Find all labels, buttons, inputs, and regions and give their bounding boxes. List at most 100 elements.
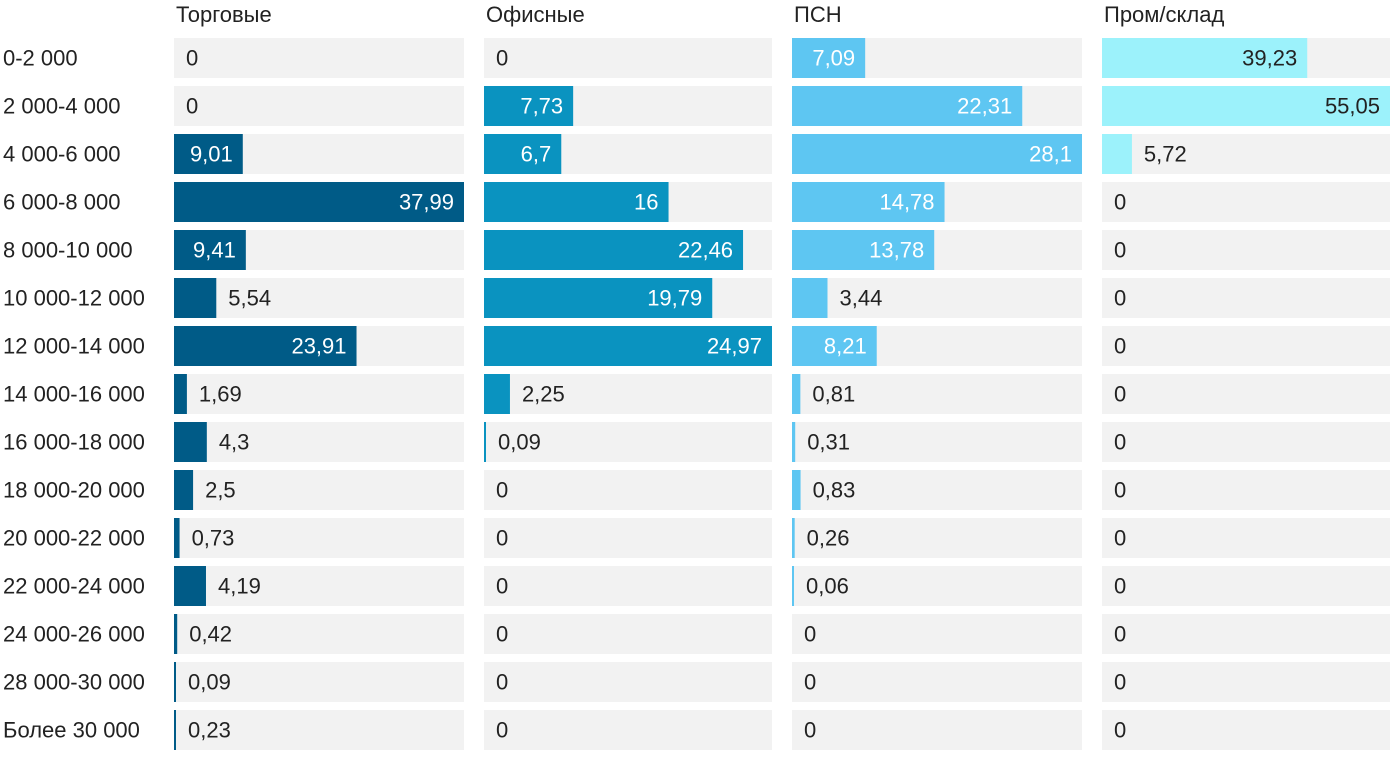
data-label: 0 — [1114, 190, 1126, 215]
panel-title: Офисные — [486, 2, 585, 27]
bar-track — [484, 566, 772, 606]
data-label: 0 — [496, 46, 508, 71]
data-label: 8,21 — [824, 334, 867, 359]
bar-track — [1102, 710, 1390, 750]
bar — [792, 86, 1023, 126]
data-label: 39,23 — [1242, 46, 1297, 71]
bar — [484, 230, 744, 270]
bar-track — [792, 710, 1082, 750]
data-label: 16 — [634, 190, 658, 215]
data-label: 2,5 — [205, 478, 236, 503]
bar — [1102, 38, 1308, 78]
bar — [792, 518, 795, 558]
category-label: 14 000-16 000 — [3, 382, 145, 407]
bar-track — [792, 374, 1082, 414]
bar-track — [1102, 374, 1390, 414]
bar-track — [174, 422, 464, 462]
bar-track — [792, 422, 1082, 462]
data-label: 9,41 — [193, 238, 236, 263]
chart-panels: Торговые 0 0 9,01 37,99 9,41 5,54 23,91 1,69 4,3 2… — [174, 2, 1390, 750]
bar-track — [1102, 422, 1390, 462]
bar-track — [174, 470, 464, 510]
data-label: 0 — [1114, 286, 1126, 311]
data-label: 0 — [496, 622, 508, 647]
data-label: 4,19 — [218, 574, 261, 599]
data-label: 0,26 — [807, 526, 850, 551]
bar — [792, 38, 866, 78]
data-label: 5,54 — [228, 286, 271, 311]
bar-track — [174, 566, 464, 606]
bar-track — [792, 470, 1082, 510]
bar-track — [1102, 134, 1390, 174]
data-label: 13,78 — [869, 238, 924, 263]
category-label: 0-2 000 — [3, 46, 78, 71]
data-label: 2,25 — [522, 382, 565, 407]
data-label: 3,44 — [840, 286, 883, 311]
bar — [792, 182, 945, 222]
category-label: 16 000-18 000 — [3, 430, 145, 455]
data-label: 0 — [186, 46, 198, 71]
bar — [792, 374, 801, 414]
bar — [792, 278, 828, 318]
bar — [484, 278, 713, 318]
data-label: 1,69 — [199, 382, 242, 407]
data-label: 0,73 — [192, 526, 235, 551]
data-label: 5,72 — [1144, 142, 1187, 167]
category-label: 2 000-4 000 — [3, 94, 120, 119]
bar-track — [1102, 518, 1390, 558]
bar-track — [174, 38, 464, 78]
bar-track — [484, 470, 772, 510]
bar — [174, 470, 194, 510]
category-label: 6 000-8 000 — [3, 190, 120, 215]
panel-title: ПСН — [794, 2, 842, 27]
bar — [174, 422, 207, 462]
bar — [174, 182, 464, 222]
data-label: 0,42 — [189, 622, 232, 647]
data-label: 0 — [1114, 718, 1126, 743]
data-label: 22,46 — [678, 238, 733, 263]
bar — [484, 182, 669, 222]
bar — [792, 470, 801, 510]
bar-track — [174, 86, 464, 126]
data-label: 0,81 — [812, 382, 855, 407]
bar-track — [484, 38, 772, 78]
data-label: 0,23 — [188, 718, 231, 743]
bar-track — [792, 662, 1082, 702]
bar-track — [1102, 470, 1390, 510]
bar — [174, 326, 357, 366]
bar — [174, 230, 246, 270]
bar — [484, 422, 486, 462]
bar — [792, 134, 1082, 174]
data-label: 0,09 — [498, 430, 541, 455]
bar — [484, 374, 510, 414]
bar-track — [174, 710, 464, 750]
category-label: 22 000-24 000 — [3, 574, 145, 599]
bar-track — [484, 422, 772, 462]
bar-track — [484, 710, 772, 750]
bar-track — [174, 374, 464, 414]
bar-track — [1102, 230, 1390, 270]
panel-3: ПСН 7,09 22,31 28,1 14,78 13,78 3,44 8,21 0,81 0,… — [792, 2, 1082, 750]
panel-title: Торговые — [176, 2, 272, 27]
data-label: 0 — [1114, 526, 1126, 551]
bar — [1102, 86, 1390, 126]
bar-track — [174, 662, 464, 702]
panel-title: Пром/склад — [1104, 2, 1224, 27]
data-label: 0 — [1114, 574, 1126, 599]
bar — [792, 566, 794, 606]
data-label: 22,31 — [957, 94, 1012, 119]
bar — [1102, 134, 1132, 174]
data-label: 6,7 — [521, 142, 552, 167]
bar — [484, 326, 772, 366]
bar — [792, 422, 796, 462]
data-label: 37,99 — [399, 190, 454, 215]
bar-track — [174, 614, 464, 654]
bar-track — [792, 518, 1082, 558]
bar-track — [1102, 614, 1390, 654]
data-label: 0 — [1114, 478, 1126, 503]
bar-track — [792, 566, 1082, 606]
bar-track — [1102, 662, 1390, 702]
data-label: 0 — [804, 670, 816, 695]
